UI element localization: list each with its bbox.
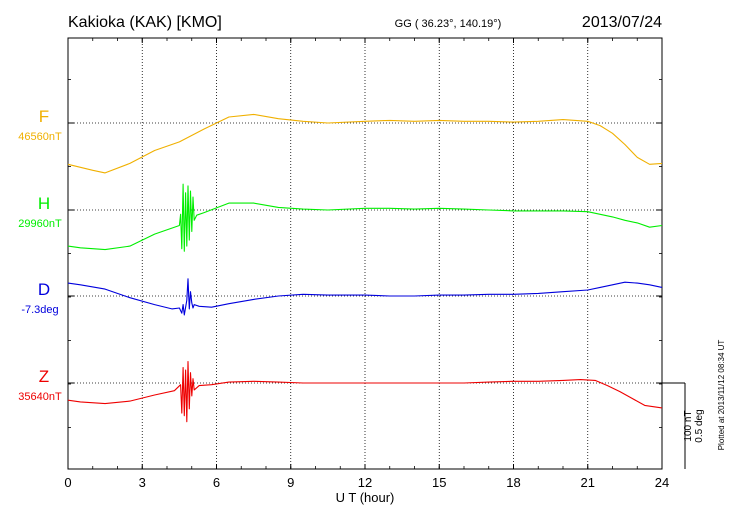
series-line-F: [67, 113, 663, 174]
x-axis-label: U T (hour): [336, 490, 395, 505]
channel-labels: F 46560nT H 29960nT D -7.3deg Z 35640nT: [18, 107, 62, 403]
x-tick-label-9: 9: [287, 475, 294, 490]
x-tick-labels: 0 3 6 9 12 15 18 21 24: [64, 475, 669, 490]
scale-label-deg: 0.5 deg: [694, 409, 705, 442]
x-tick-label-18: 18: [506, 475, 520, 490]
x-tick-label-15: 15: [432, 475, 446, 490]
x-tick-label-6: 6: [213, 475, 220, 490]
series-line-H: [67, 183, 663, 252]
x-tick-label-21: 21: [581, 475, 595, 490]
channel-name-F: F: [39, 107, 49, 126]
series-lines: [67, 113, 663, 423]
x-tick-label-0: 0: [64, 475, 71, 490]
x-tick-label-12: 12: [358, 475, 372, 490]
channel-name-H: H: [38, 194, 50, 213]
station-coordinates: GG ( 36.23°, 140.19°): [395, 18, 502, 30]
scale-label-nt: 100 nT: [683, 410, 694, 441]
series-line-Z: [67, 360, 663, 423]
station-title: Kakioka (KAK) [KMO]: [68, 14, 222, 31]
plotted-note: Plotted at 2013/11/12 08:34 UT: [717, 340, 726, 451]
channel-baseline-D: -7.3deg: [21, 304, 58, 316]
channel-baseline-F: 46560nT: [18, 131, 62, 143]
x-tick-label-24: 24: [655, 475, 669, 490]
scale-bar: 100 nT 0.5 deg: [662, 382, 705, 469]
x-tick-label-3: 3: [139, 475, 146, 490]
chart-date: 2013/07/24: [582, 14, 662, 31]
channel-name-D: D: [38, 280, 50, 299]
grid-lines: [68, 38, 662, 469]
series-line-D: [67, 278, 663, 316]
axis-ticks: [67, 38, 663, 469]
channel-name-Z: Z: [39, 367, 49, 386]
channel-baseline-Z: 35640nT: [18, 391, 62, 403]
channel-baseline-H: 29960nT: [18, 218, 62, 230]
